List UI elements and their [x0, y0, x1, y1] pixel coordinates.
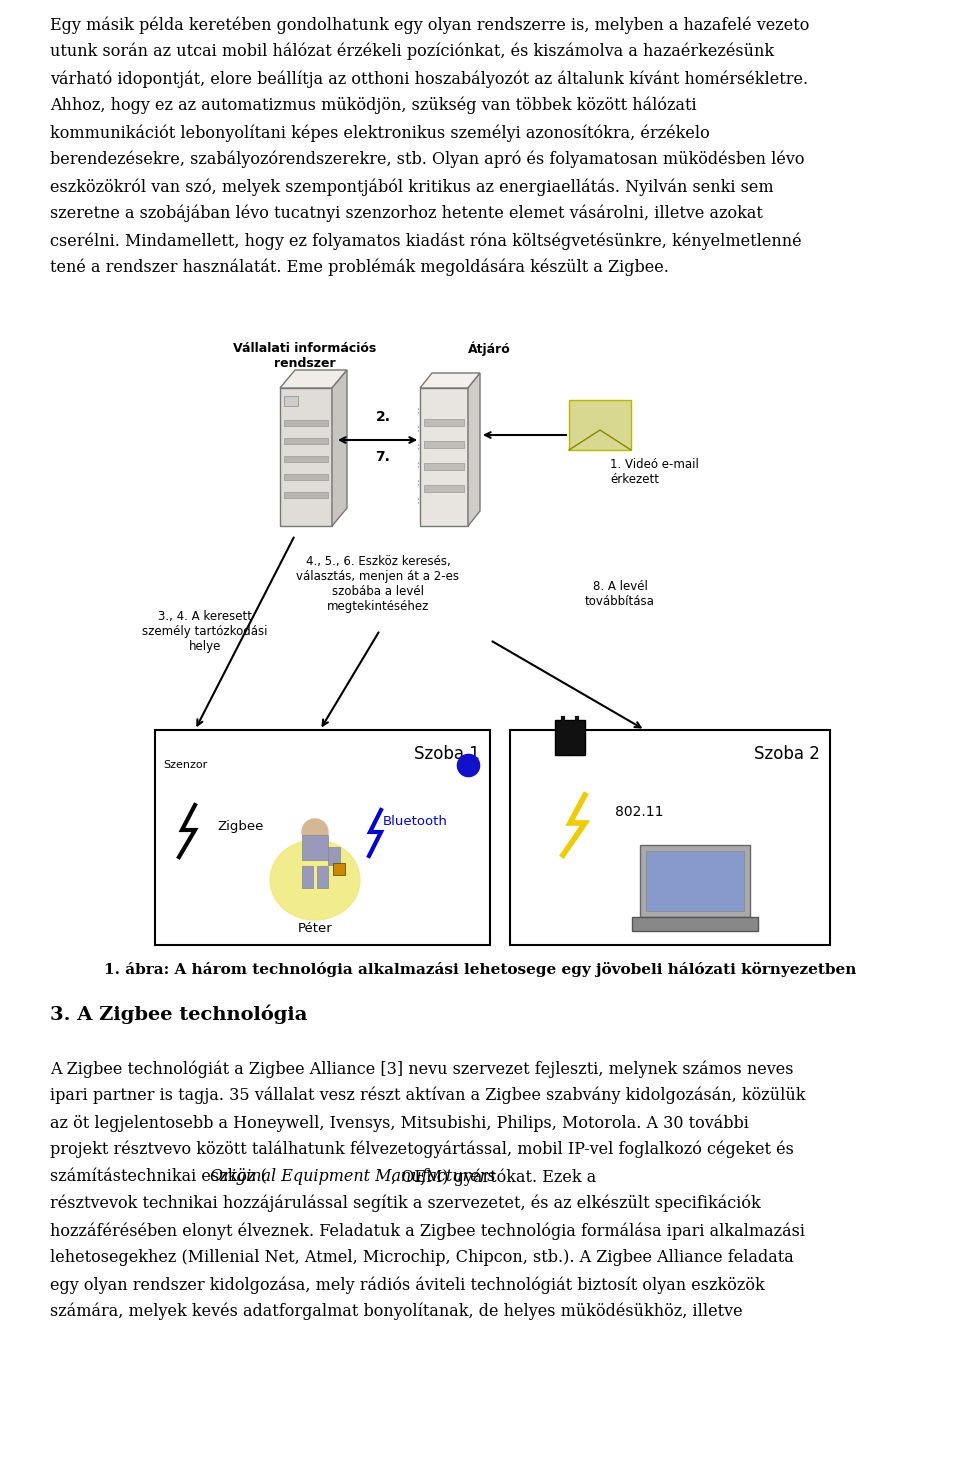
Text: 4., 5., 6. Eszköz keresés,
választás, menjen át a 2-es
szobába a levél
megtekint: 4., 5., 6. Eszköz keresés, választás, me…: [297, 555, 460, 613]
Text: Egy másik példa keretében gondolhatunk egy olyan rendszerre is, melyben a hazafe: Egy másik példa keretében gondolhatunk e…: [50, 16, 809, 34]
Text: 3., 4. A keresett
személy tartózkodási
helye: 3., 4. A keresett személy tartózkodási h…: [142, 610, 268, 653]
Bar: [284, 420, 328, 426]
Bar: [284, 396, 298, 406]
Text: cserélni. Mindamellett, hogy ez folyamatos kiadást róna költségvetésünkre, kénye: cserélni. Mindamellett, hogy ez folyamat…: [50, 232, 802, 250]
Text: számára, melyek kevés adatforgalmat bonyolítanak, de helyes müködésükhöz, illetv: számára, melyek kevés adatforgalmat bony…: [50, 1302, 743, 1320]
Text: ipari partner is tagja. 35 vállalat vesz részt aktívan a Zigbee szabvány kidolgo: ipari partner is tagja. 35 vállalat vesz…: [50, 1088, 805, 1105]
Text: 1. Videó e-mail
érkezett: 1. Videó e-mail érkezett: [610, 458, 699, 486]
Bar: [424, 485, 464, 492]
Bar: [420, 388, 468, 526]
Bar: [284, 492, 328, 498]
Text: Átjáró: Átjáró: [468, 342, 511, 356]
Text: szeretne a szobájában lévo tucatnyi szenzorhoz hetente elemet vásárolni, illetve: szeretne a szobájában lévo tucatnyi szen…: [50, 204, 763, 222]
Bar: [280, 388, 332, 526]
Text: 2.: 2.: [375, 410, 391, 423]
Text: várható idopontját, elore beállítja az otthoni hoszabályozót az általunk kívánt : várható idopontját, elore beállítja az o…: [50, 70, 808, 88]
Text: 3. A Zigbee technológia: 3. A Zigbee technológia: [50, 1004, 307, 1025]
Polygon shape: [468, 372, 480, 526]
Bar: [328, 847, 340, 864]
Bar: [555, 720, 585, 755]
Text: lehetosegekhez (Millenial Net, Atmel, Microchip, Chipcon, stb.). A Zigbee Allian: lehetosegekhez (Millenial Net, Atmel, Mi…: [50, 1248, 794, 1266]
Text: Vállalati információs
rendszer: Vállalati információs rendszer: [233, 342, 376, 369]
Text: Szoba 1: Szoba 1: [414, 745, 480, 764]
Text: berendezésekre, szabályozórendszerekre, stb. Olyan apró és folyamatosan müködésb: berendezésekre, szabályozórendszerekre, …: [50, 150, 804, 168]
Text: A Zigbee technológiát a Zigbee Alliance [3] nevu szervezet fejleszti, melynek sz: A Zigbee technológiát a Zigbee Alliance …: [50, 1060, 794, 1077]
Text: projekt résztvevo között találhatunk félvezetogyártással, mobil IP-vel foglalkoz: projekt résztvevo között találhatunk fél…: [50, 1142, 794, 1158]
Text: az öt legjelentosebb a Honeywell, Ivensys, Mitsubishi, Philips, Motorola. A 30 t: az öt legjelentosebb a Honeywell, Ivensy…: [50, 1114, 749, 1132]
Text: Szenzor: Szenzor: [163, 761, 207, 769]
Bar: [632, 917, 758, 931]
Bar: [424, 419, 464, 426]
Text: 8. A levél
továbbítása: 8. A levél továbbítása: [585, 580, 655, 607]
Text: egy olyan rendszer kidolgozása, mely rádiós áviteli technológiát biztosít olyan : egy olyan rendszer kidolgozása, mely rád…: [50, 1276, 765, 1294]
Bar: [646, 851, 744, 911]
Text: hozzáférésében elonyt élveznek. Feladatuk a Zigbee technológia formálása ipari a: hozzáférésében elonyt élveznek. Feladatu…: [50, 1222, 805, 1240]
Bar: [510, 730, 830, 945]
Text: számítástechnikai eszköz (: számítástechnikai eszköz (: [50, 1168, 267, 1186]
Circle shape: [302, 819, 328, 845]
Text: Bluetooth: Bluetooth: [383, 815, 448, 828]
Text: 7.: 7.: [375, 450, 391, 464]
Text: Ahhoz, hogy ez az automatizmus müködjön, szükség van többek között hálózati: Ahhoz, hogy ez az automatizmus müködjön,…: [50, 96, 697, 114]
Text: eszközökról van szó, melyek szempontjából kritikus az energiaellátás. Nyilván se: eszközökról van szó, melyek szempontjábó…: [50, 178, 774, 196]
Text: kommunikációt lebonyolítani képes elektronikus személyi azonosítókra, érzékelo: kommunikációt lebonyolítani képes elektr…: [50, 124, 709, 142]
Bar: [284, 438, 328, 444]
Ellipse shape: [270, 839, 360, 920]
Bar: [640, 845, 750, 917]
Polygon shape: [420, 372, 480, 388]
Bar: [569, 400, 631, 450]
Text: Zigbee: Zigbee: [217, 821, 263, 834]
Text: 802.11: 802.11: [615, 804, 663, 819]
Polygon shape: [280, 369, 347, 388]
Bar: [284, 474, 328, 480]
Text: 1. ábra: A három technológia alkalmazási lehetosege egy jövobeli hálózati környe: 1. ábra: A három technológia alkalmazási…: [104, 962, 856, 977]
Bar: [302, 866, 313, 888]
Polygon shape: [332, 369, 347, 526]
Text: Péter: Péter: [298, 923, 332, 934]
Bar: [424, 463, 464, 470]
Text: , OEM) gyártókat. Ezek a: , OEM) gyártókat. Ezek a: [391, 1168, 596, 1186]
Bar: [424, 441, 464, 448]
Bar: [333, 863, 345, 875]
Text: résztvevok technikai hozzájárulással segítik a szervezetet, és az elkészült spec: résztvevok technikai hozzájárulással seg…: [50, 1194, 760, 1212]
Text: tené a rendszer használatát. Eme problémák megoldására készült a Zigbee.: tené a rendszer használatát. Eme problém…: [50, 258, 669, 276]
Text: Szoba 2: Szoba 2: [755, 745, 820, 764]
Bar: [284, 456, 328, 461]
Bar: [155, 730, 490, 945]
Bar: [317, 866, 328, 888]
Bar: [302, 835, 328, 860]
Text: utunk során az utcai mobil hálózat érzékeli pozíciónkat, és kiszámolva a hazaérk: utunk során az utcai mobil hálózat érzék…: [50, 42, 774, 60]
Text: Original Equipment Manufacturers: Original Equipment Manufacturers: [210, 1168, 495, 1186]
